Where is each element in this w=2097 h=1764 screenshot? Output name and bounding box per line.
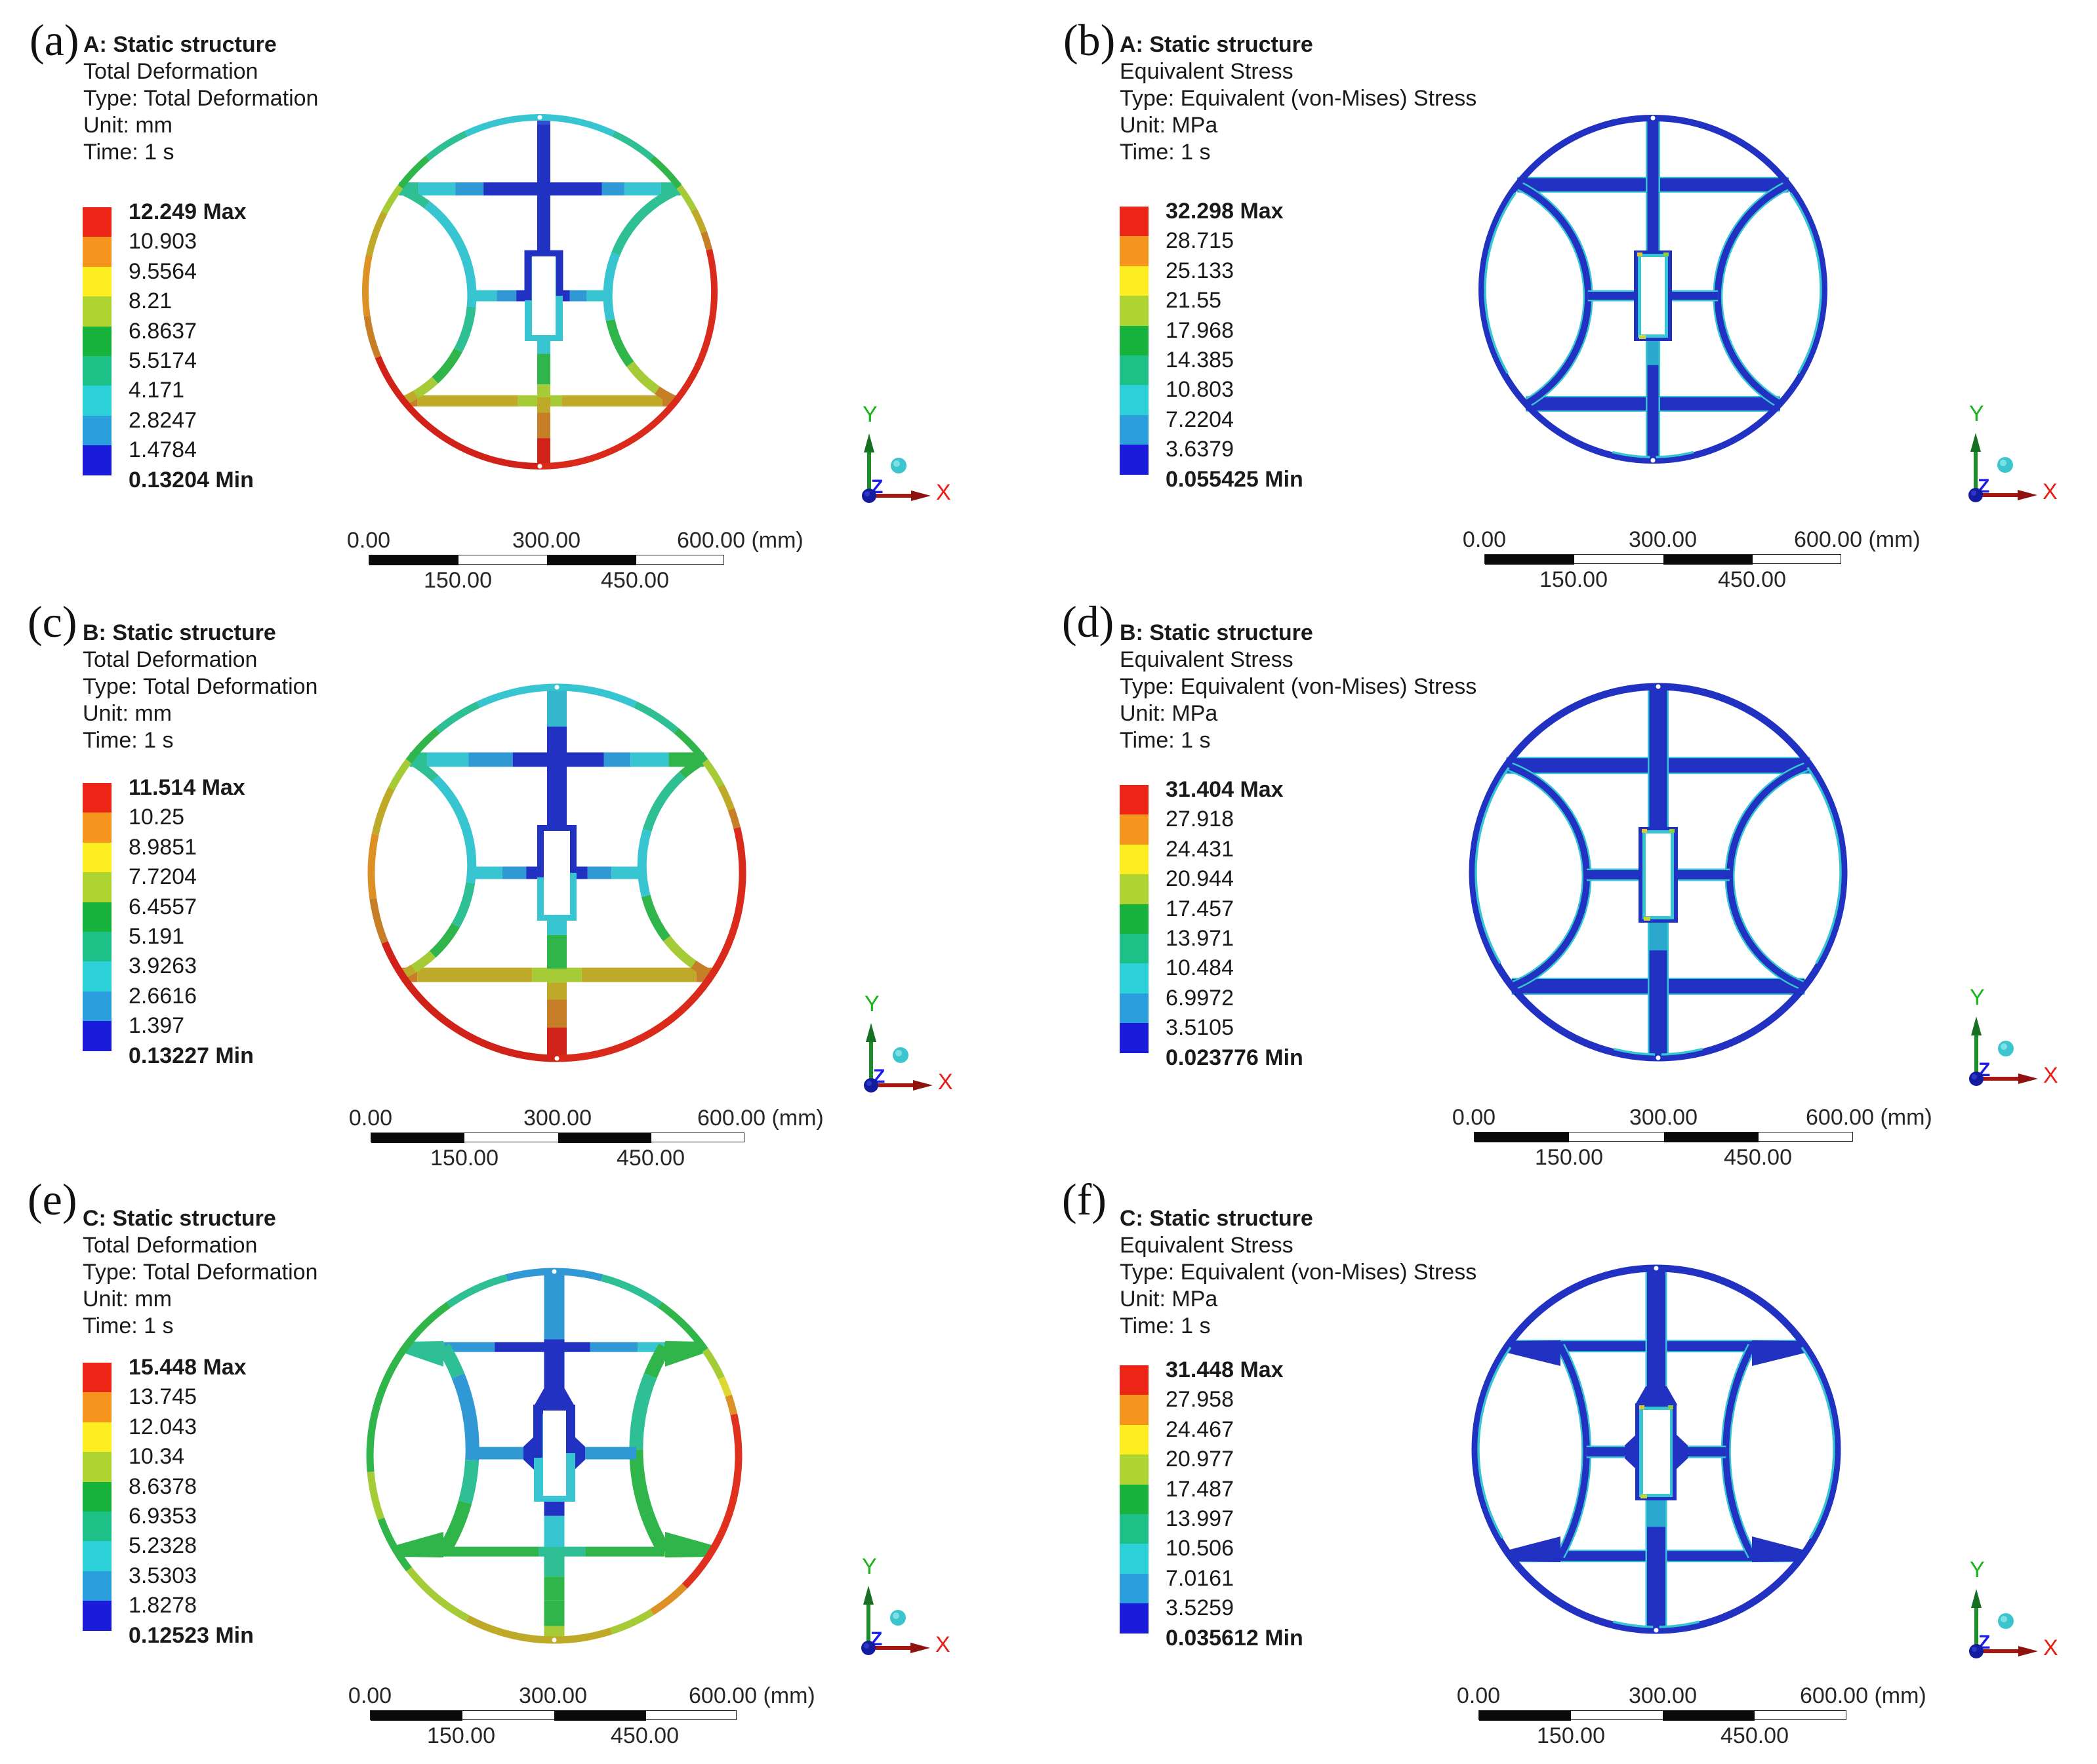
svg-text:X: X <box>2043 479 2058 504</box>
svg-text:Y: Y <box>862 1557 877 1579</box>
svg-text:Y: Y <box>1970 988 1985 1010</box>
svg-text:Y: Y <box>863 405 878 427</box>
svg-text:X: X <box>2043 1063 2058 1088</box>
svg-text:Y: Y <box>1969 404 1984 426</box>
svg-text:Y: Y <box>1970 1560 1985 1582</box>
svg-text:X: X <box>935 1632 950 1657</box>
svg-text:X: X <box>2043 1635 2058 1660</box>
svg-text:X: X <box>936 480 951 505</box>
svg-text:X: X <box>938 1070 953 1094</box>
svg-text:Y: Y <box>865 994 880 1016</box>
